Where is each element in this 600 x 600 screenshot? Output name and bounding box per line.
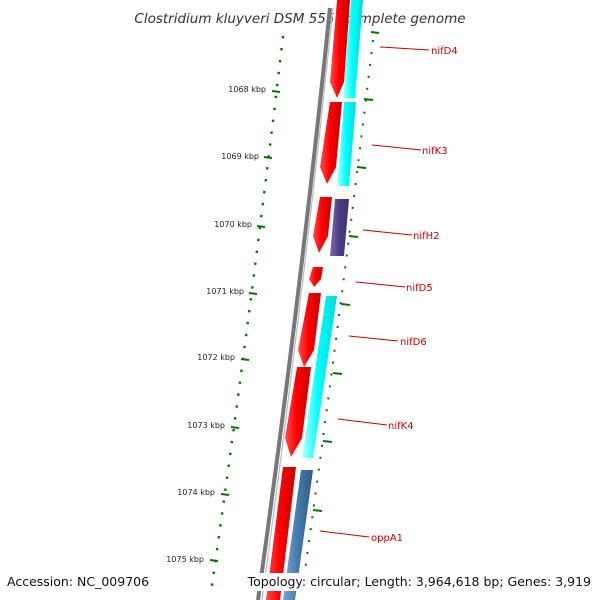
gene-label-nifK3[interactable]: nifK3 xyxy=(422,146,448,157)
nifD4-cds-arrow xyxy=(330,0,350,98)
nifH2-cds-arrow xyxy=(313,197,332,253)
cds-track xyxy=(266,0,350,600)
oppA1-cds-arrow xyxy=(266,467,296,600)
scale-tick-labels: 1068 kbp 1069 kbp 1070 kbp 1071 kbp 1072… xyxy=(166,85,266,564)
tick-mark xyxy=(240,358,250,361)
tick-mark xyxy=(256,225,266,228)
nifK3-cds-arrow xyxy=(320,102,342,184)
map-title: Clostridium kluyveri DSM 555, complete g… xyxy=(134,11,465,27)
tick-mark xyxy=(271,90,281,93)
tick-mark xyxy=(230,426,240,429)
outer-ring-ticks xyxy=(312,31,380,512)
tick-label: 1072 kbp xyxy=(197,353,235,362)
tick-label: 1069 kbp xyxy=(221,152,259,161)
gene-label-nifD4[interactable]: nifD4 xyxy=(431,46,458,57)
tick-mark xyxy=(248,292,258,295)
tick-label: 1074 kbp xyxy=(177,488,215,497)
nifD4-cog-bar xyxy=(343,0,363,98)
topology-label: Topology: circular; Length: 3,964,618 bp… xyxy=(243,573,591,591)
tick-mark xyxy=(220,493,230,496)
nifD5-cds-arrow xyxy=(309,267,323,287)
genome-backbone xyxy=(256,7,334,600)
tick-label: 1068 kbp xyxy=(228,85,266,94)
gene-labels: nifD4 nifK3 nifH2 nifD5 nifD6 nifK4 oppA… xyxy=(371,46,458,544)
cog-track xyxy=(283,0,363,600)
oppA1-cog-bar xyxy=(283,470,313,600)
tick-label: 1075 kbp xyxy=(166,555,204,564)
gene-label-nifH2[interactable]: nifH2 xyxy=(413,231,440,242)
nifK3-cog-bar xyxy=(337,102,356,186)
accession-label: Accession: NC_009706 xyxy=(7,573,156,591)
tick-mark xyxy=(209,559,219,562)
tick-label: 1070 kbp xyxy=(214,220,252,229)
tick-mark xyxy=(263,156,273,159)
nifD6-cds-arrow xyxy=(298,293,321,367)
gene-label-leaders xyxy=(319,46,430,538)
scale-ticks xyxy=(209,90,281,562)
gene-label-nifD6[interactable]: nifD6 xyxy=(400,337,427,348)
gene-label-oppA1[interactable]: oppA1 xyxy=(371,533,403,544)
nifH2-cog-bar xyxy=(330,199,349,256)
gene-label-nifK4[interactable]: nifK4 xyxy=(388,421,414,432)
nifD6-cog-bar xyxy=(302,296,337,458)
tick-label: 1073 kbp xyxy=(187,421,225,430)
tick-label: 1071 kbp xyxy=(206,287,244,296)
gene-label-nifD5[interactable]: nifD5 xyxy=(406,283,433,294)
nifK4-cds-arrow xyxy=(285,367,311,457)
